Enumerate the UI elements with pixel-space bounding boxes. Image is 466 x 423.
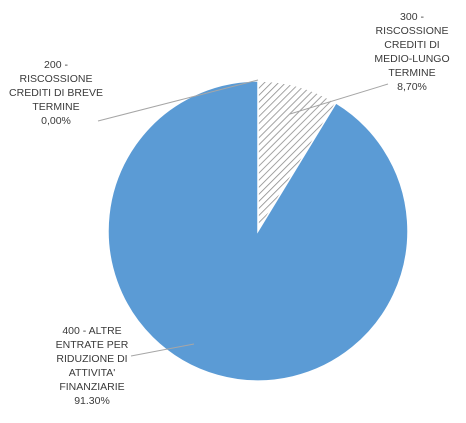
data-label-1-line-3: CREDITI DI BREVE: [9, 87, 103, 99]
data-label-3-line-2: ENTRATE PER: [56, 339, 129, 351]
data-label-3-line-6: 91.30%: [74, 395, 110, 407]
data-label-1-line-4: TERMINE: [32, 101, 79, 113]
data-label-2-line-6: 8,70%: [397, 81, 427, 93]
data-label-3-line-4: ATTIVITA': [69, 367, 116, 379]
data-label-1-line-1: 200 -: [44, 59, 68, 71]
data-label-2: 300 - RISCOSSIONE CREDITI DI MEDIO-LUNGO TER…: [374, 11, 449, 93]
leader-lines: [97, 79, 389, 357]
data-label-2-line-3: CREDITI DI: [384, 39, 439, 51]
leader-line-3: [130, 343, 195, 357]
data-label-3: 400 - ALTRE ENTRATE PER RIDUZIONE DI ATTIVI…: [56, 325, 129, 407]
data-label-3-line-1: 400 - ALTRE: [62, 325, 121, 337]
data-label-2-line-1: 300 -: [400, 11, 424, 23]
data-label-1: 200 - RISCOSSIONE CREDITI DI BREVE TERMINE 0…: [9, 59, 103, 127]
data-label-1-line-5: 0,00%: [41, 115, 71, 127]
data-label-2-line-4: MEDIO-LUNGO: [374, 53, 449, 65]
pie-slices: [107, 80, 409, 382]
data-label-3-line-5: FINANZIARIE: [59, 381, 124, 393]
data-label-3-line-3: RIDUZIONE DI: [56, 353, 127, 365]
leader-line-1: [97, 79, 259, 122]
data-label-2-line-5: TERMINE: [388, 67, 435, 79]
leader-line-2: [289, 83, 389, 115]
pie-slice-2: [257, 80, 338, 234]
data-labels: 200 - RISCOSSIONE CREDITI DI BREVE TERMINE 0…: [9, 11, 450, 407]
pie-slice-3: [107, 80, 409, 382]
data-label-2-line-2: RISCOSSIONE: [376, 25, 449, 37]
data-label-1-line-2: RISCOSSIONE: [20, 73, 93, 85]
